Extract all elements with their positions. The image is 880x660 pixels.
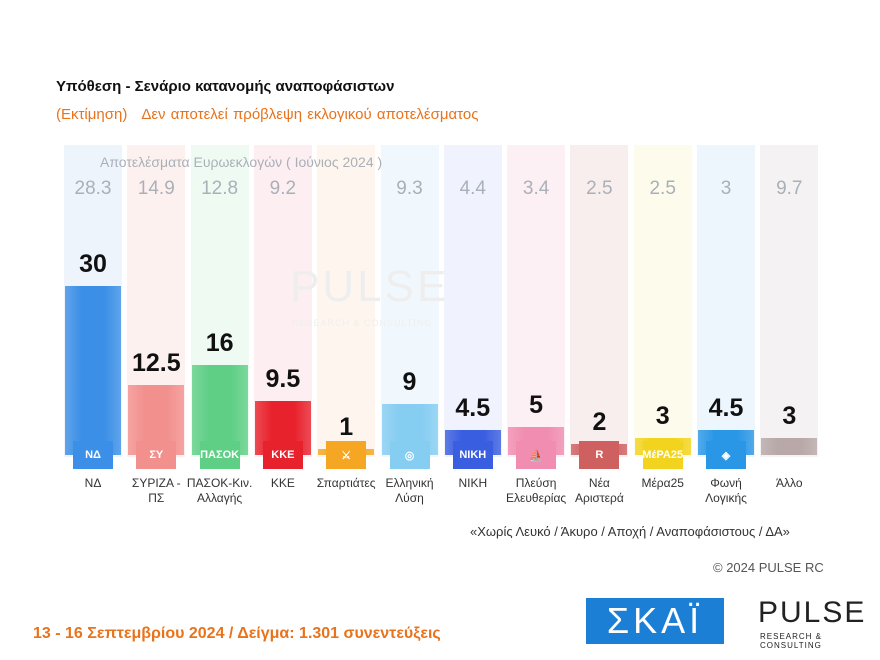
category-label: Νέα Αριστερά xyxy=(575,476,624,505)
party-logo-icon: ΝΙΚΗ xyxy=(452,441,493,469)
exclusion-note: «Χωρίς Λευκό / Άκυρο / Αποχή / Αναποφάσι… xyxy=(470,524,790,539)
pulse-logo: PULSE xyxy=(758,596,867,629)
category-label: ΝΙΚΗ xyxy=(458,476,488,490)
subtitle-disclaimer: Δεν αποτελεί πρόβλεψη εκλογικού αποτελέσ… xyxy=(141,106,479,123)
survey-footer: 13 - 16 Σεπτεμβρίου 2024 / Δείγμα: 1.301… xyxy=(33,625,441,642)
value-label: 12.5 xyxy=(131,348,181,377)
chart-title: Υπόθεση - Σενάριο κατανομής αναποφάσιστω… xyxy=(56,78,395,95)
party-logo-icon: ΜέΡΑ25 xyxy=(642,441,683,469)
column-background xyxy=(760,145,819,457)
column-background xyxy=(633,145,692,457)
euro-result-value: 2.5 xyxy=(649,178,676,199)
euro-results-label: Αποτελέσματα Ευρωεκλογών ( Ιούνιος 2024 … xyxy=(100,154,383,170)
euro-result-value: 14.9 xyxy=(137,178,175,199)
watermark: PULSE xyxy=(290,262,450,311)
category-label: ΣΥΡΙΖΑ - ΠΣ xyxy=(131,476,181,505)
euro-result-value: 4.4 xyxy=(459,178,486,199)
watermark-sub: RESEARCH & CONSULTING xyxy=(292,318,433,328)
party-logo-icon: ΠΑΣΟΚ xyxy=(199,441,240,469)
euro-result-value: 9.7 xyxy=(776,178,803,199)
category-label: ΠΑΣΟΚ-Κιν. Αλλαγής xyxy=(186,476,253,505)
category-label: ΚΚΕ xyxy=(270,476,295,490)
column-background xyxy=(443,145,502,457)
column-background xyxy=(317,145,376,457)
euro-result-value: 12.8 xyxy=(201,178,239,199)
party-logo-icon: R xyxy=(579,441,620,469)
pulse-logo-sub: RESEARCH & CONSULTING xyxy=(760,632,823,650)
category-label: Άλλο xyxy=(776,476,803,490)
copyright: © 2024 PULSE RC xyxy=(713,560,824,575)
value-label: 1 xyxy=(339,413,354,442)
category-label: Μέρα25 xyxy=(641,476,684,490)
euro-result-value: 28.3 xyxy=(74,178,112,199)
category-label: Σπαρτιάτες xyxy=(316,476,376,490)
value-label: 3 xyxy=(655,402,670,431)
party-logo-icon: ◎ xyxy=(389,441,430,469)
euro-result-value: 3.4 xyxy=(522,178,550,199)
bar xyxy=(761,438,818,455)
euro-result-value: 3 xyxy=(720,178,732,199)
category-label: Ελληνική Λύση xyxy=(385,476,434,505)
euro-result-value: 2.5 xyxy=(586,178,613,199)
category-label: ΝΔ xyxy=(84,476,102,490)
party-logo-icon: ΣΥ xyxy=(136,441,177,469)
party-logo-icon: ◈ xyxy=(706,441,746,469)
value-label: 2 xyxy=(592,407,607,436)
euro-result-value: 9.3 xyxy=(396,178,423,199)
party-logo-icon: ΝΔ xyxy=(73,441,113,469)
bar xyxy=(191,364,248,455)
value-label: 4.5 xyxy=(455,393,491,422)
skai-logo: ΣΚΑΪ xyxy=(586,598,724,644)
value-label: 4.5 xyxy=(708,393,744,422)
category-label: Πλεύση Ελευθερίας xyxy=(506,476,567,505)
bar xyxy=(65,286,121,455)
value-label: 3 xyxy=(782,402,797,431)
column-background xyxy=(507,145,566,457)
value-label: 30 xyxy=(79,250,107,278)
value-label: 5 xyxy=(529,390,544,419)
party-logo-icon: ⚔ xyxy=(326,441,367,469)
subtitle-estimate: (Εκτίμηση) xyxy=(56,106,128,123)
party-logo-icon: ΚΚΕ xyxy=(262,441,303,469)
value-label: 9.5 xyxy=(265,365,301,394)
chart-subtitle: (Εκτίμηση) Δεν αποτελεί πρόβλεψη εκλογικο… xyxy=(56,106,492,123)
euro-result-value: 9.2 xyxy=(269,178,297,199)
column-background xyxy=(570,145,629,457)
value-label: 16 xyxy=(205,328,234,357)
category-label: Φωνή Λογικής xyxy=(705,476,747,505)
party-logo-icon: ⛵ xyxy=(516,441,557,469)
value-label: 9 xyxy=(402,368,417,397)
column-background xyxy=(697,145,755,457)
